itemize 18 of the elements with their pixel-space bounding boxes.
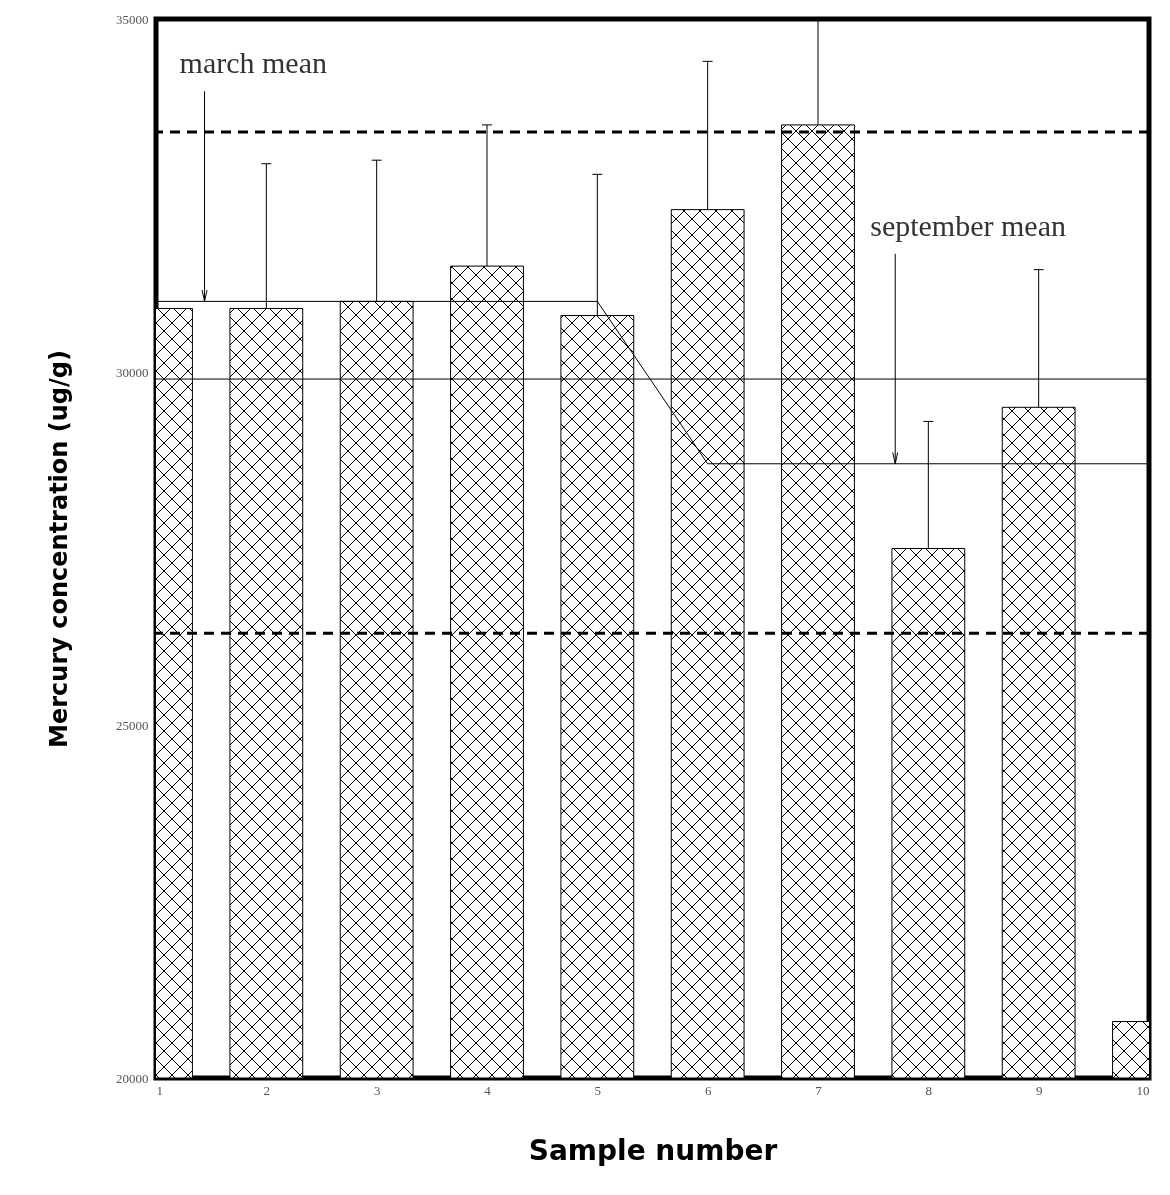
- x-tick-label: 8: [925, 1082, 933, 1098]
- annotation: march mean: [179, 46, 327, 80]
- x-tick-label: 7: [815, 1082, 823, 1098]
- x-tick-label: 1: [156, 1082, 163, 1098]
- y-axis-title: Mercury concentration (ug/g): [45, 350, 73, 748]
- x-tick-label: 10: [1136, 1082, 1150, 1098]
- y-tick-label: 20000: [116, 1070, 149, 1086]
- x-tick-label: 5: [594, 1082, 602, 1098]
- y-tick-label: 30000: [116, 364, 149, 380]
- x-tick-label: 9: [1035, 1082, 1043, 1098]
- x-tick-label: 4: [484, 1082, 492, 1098]
- y-tick-label: 35000: [116, 11, 149, 27]
- x-tick-label: 6: [704, 1082, 712, 1098]
- annotation: september mean: [870, 208, 1066, 242]
- x-tick-label: 2: [263, 1082, 271, 1098]
- y-tick-label: 25000: [116, 717, 149, 733]
- x-tick-label: 3: [373, 1082, 381, 1098]
- x-axis-title: Sample number: [528, 1133, 778, 1167]
